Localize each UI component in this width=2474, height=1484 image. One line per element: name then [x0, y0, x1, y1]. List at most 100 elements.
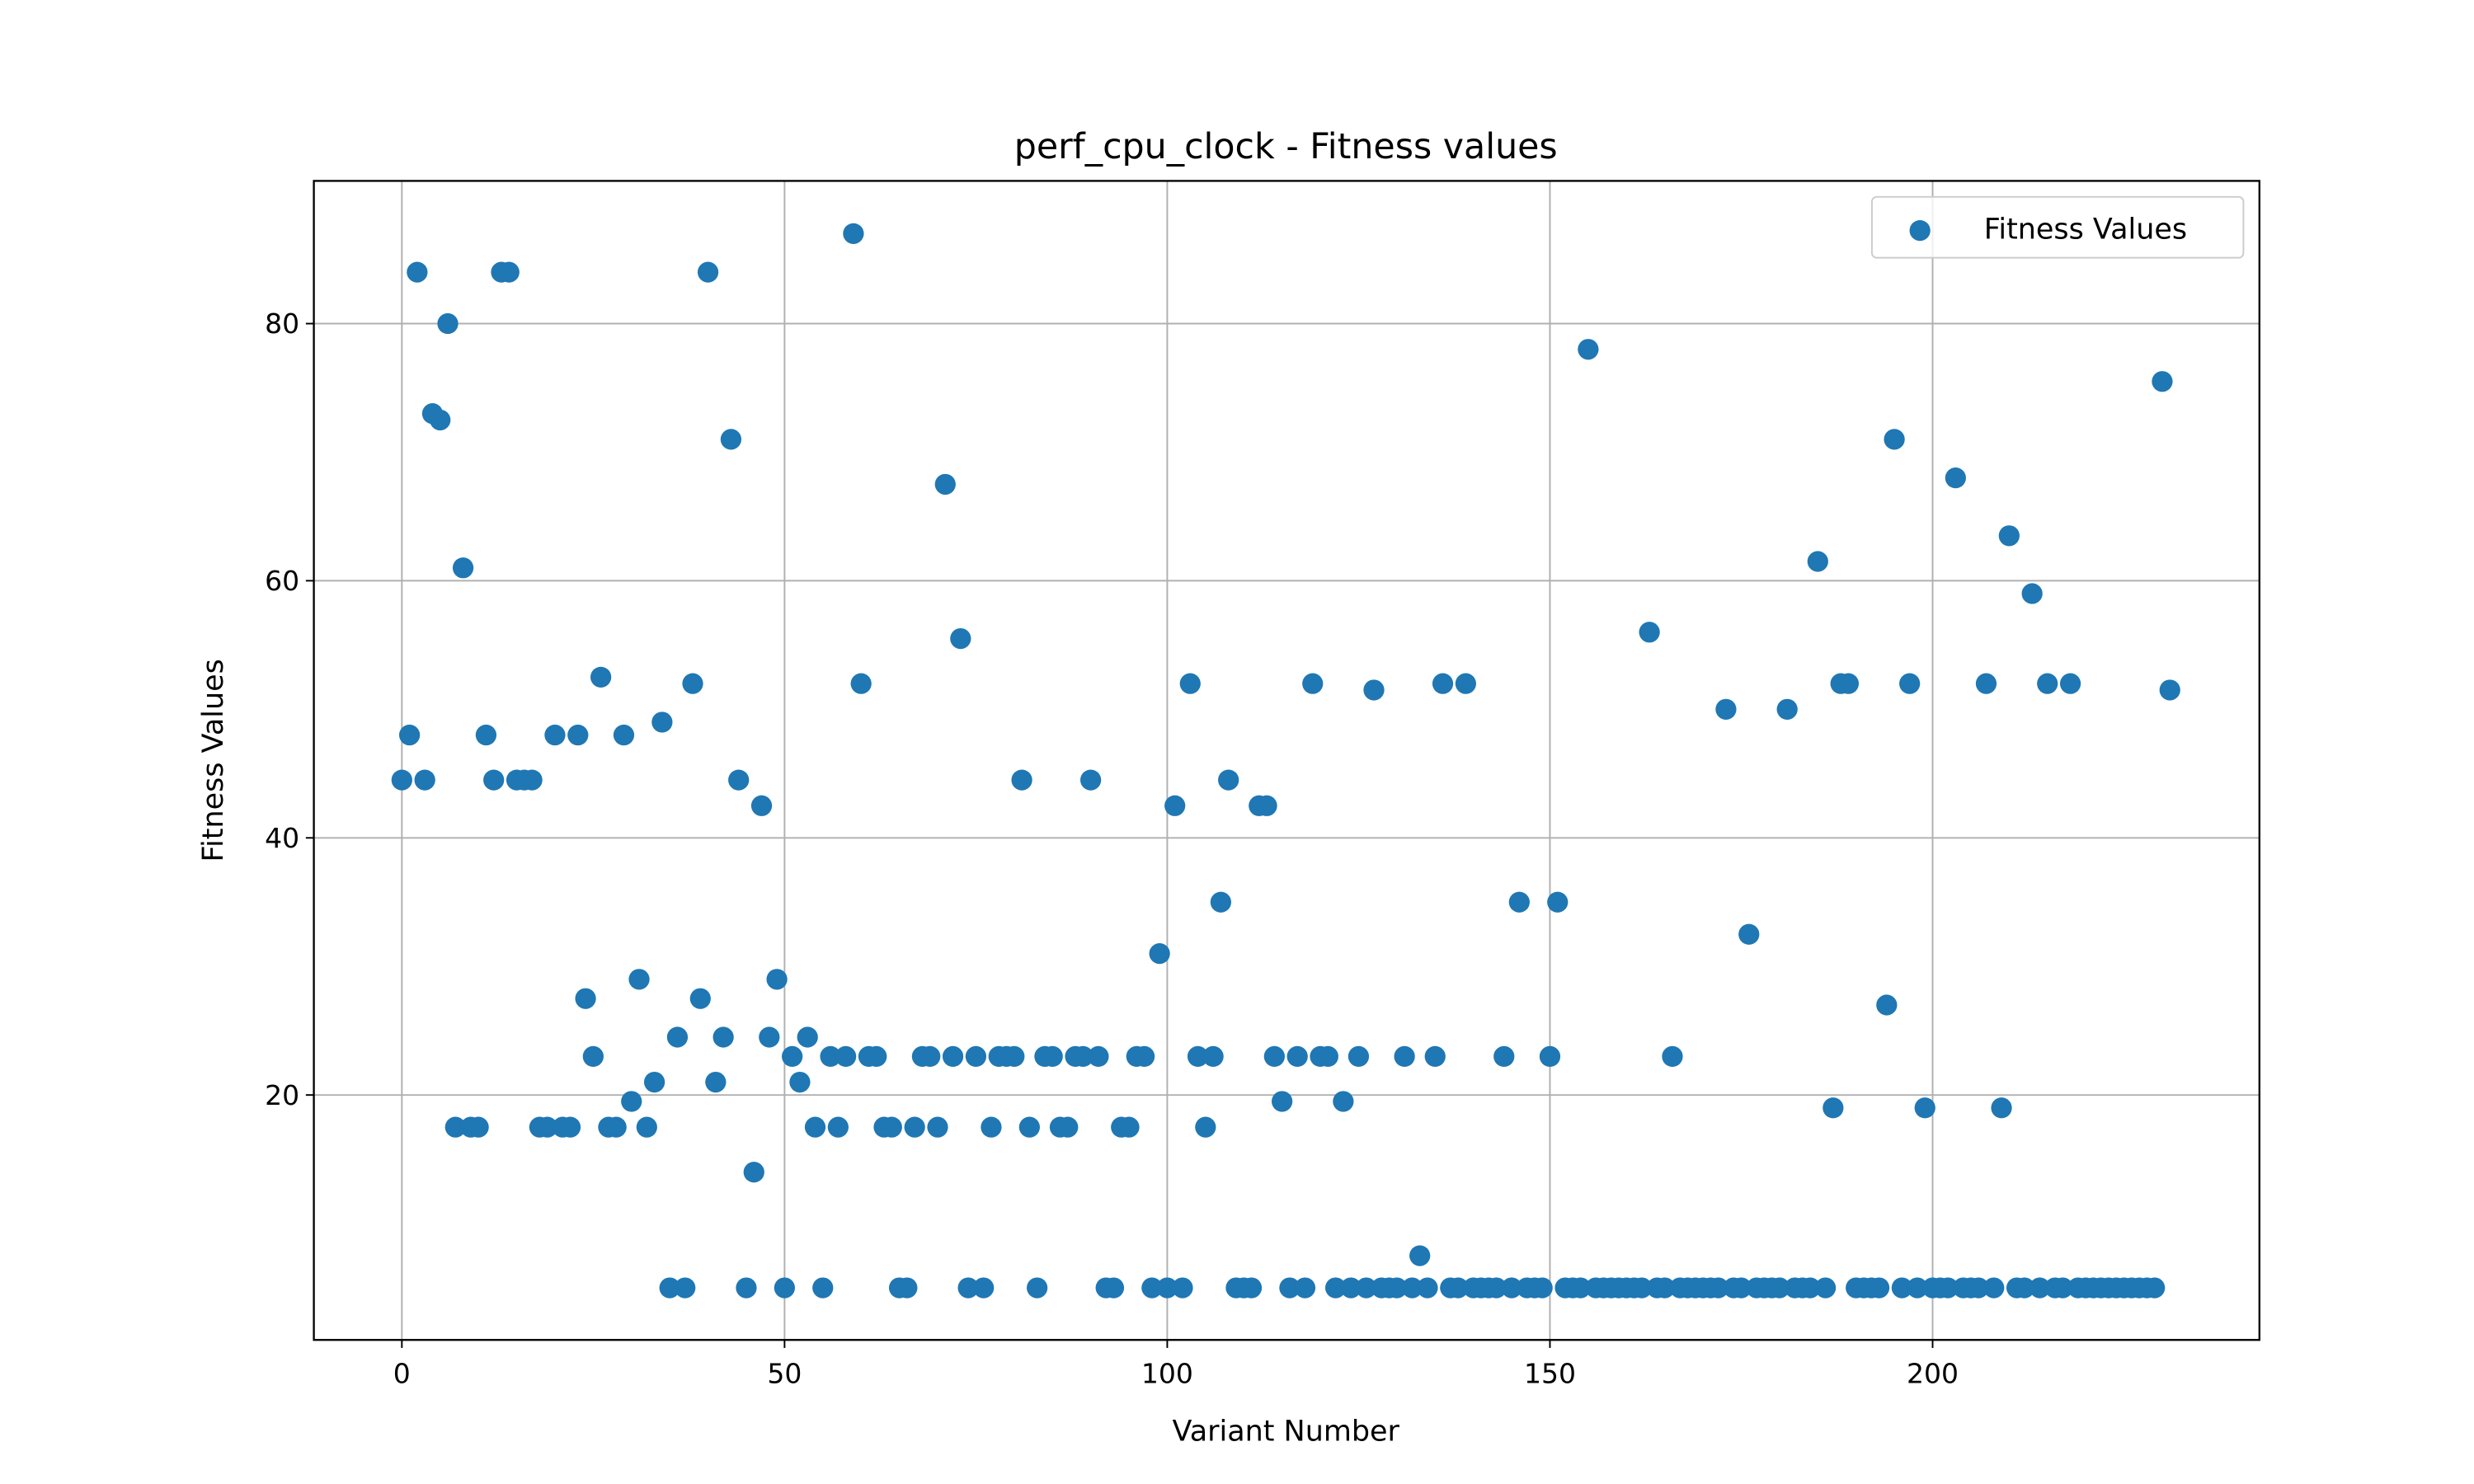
- point: [636, 1116, 657, 1138]
- point: [904, 1116, 925, 1138]
- point: [1531, 1277, 1553, 1298]
- point: [1455, 673, 1476, 694]
- point: [2059, 673, 2081, 694]
- point: [1654, 1277, 1676, 1298]
- y-tick-label: 80: [265, 308, 299, 340]
- point: [1907, 1277, 1928, 1298]
- point: [643, 1071, 666, 1093]
- x-tick-label: 200: [1907, 1358, 1959, 1390]
- point: [1286, 1045, 1308, 1068]
- point: [521, 769, 543, 791]
- point: [1348, 1045, 1370, 1068]
- point: [1547, 891, 1569, 913]
- point: [1187, 1045, 1209, 1068]
- plot-frame: [313, 180, 2260, 1341]
- point: [1156, 1277, 1178, 1298]
- point: [927, 1116, 948, 1138]
- point: [1057, 1116, 1079, 1138]
- point: [1975, 673, 1997, 694]
- point: [613, 724, 635, 746]
- point: [750, 795, 773, 816]
- point: [820, 1045, 841, 1068]
- point: [705, 1071, 727, 1093]
- y-tick-label: 40: [265, 822, 299, 854]
- point: [1179, 673, 1201, 694]
- point: [582, 1045, 604, 1068]
- point: [1210, 891, 1231, 913]
- x-tick-label: 50: [767, 1358, 802, 1390]
- point: [1891, 1277, 1913, 1298]
- point: [1272, 1091, 1293, 1112]
- point: [567, 724, 589, 746]
- point: [475, 724, 497, 746]
- point: [1218, 769, 1239, 791]
- point: [2037, 673, 2058, 694]
- point: [981, 1116, 1002, 1138]
- point: [835, 1045, 857, 1068]
- point: [774, 1277, 795, 1298]
- point: [896, 1277, 918, 1298]
- point: [1501, 1277, 1522, 1298]
- point: [537, 1116, 558, 1138]
- x-tick-label: 0: [393, 1358, 411, 1390]
- point: [1149, 943, 1170, 965]
- point: [1776, 698, 1798, 720]
- point: [1172, 1277, 1193, 1298]
- point: [2052, 1277, 2073, 1298]
- chart-title: perf_cpu_clock - Fitness values: [1014, 126, 1558, 167]
- point: [1769, 1277, 1790, 1298]
- point: [850, 673, 872, 694]
- point: [2021, 583, 2043, 604]
- point: [544, 724, 566, 746]
- point: [414, 769, 435, 791]
- point: [575, 988, 596, 1009]
- point: [659, 1277, 680, 1298]
- point: [942, 1045, 964, 1068]
- point: [759, 1026, 780, 1048]
- point: [1578, 339, 1599, 360]
- point: [1991, 1097, 2012, 1119]
- point: [1011, 769, 1032, 791]
- point: [1807, 551, 1828, 572]
- point: [437, 312, 459, 335]
- point: [398, 724, 421, 746]
- point: [1386, 1277, 1408, 1298]
- point: [1823, 1097, 1844, 1119]
- point: [881, 1116, 902, 1138]
- point: [973, 1277, 995, 1298]
- legend-label: Fitness Values: [1984, 213, 2187, 246]
- point: [1401, 1277, 1423, 1298]
- point: [2152, 371, 2173, 392]
- point: [920, 1045, 941, 1068]
- point: [1417, 1277, 1438, 1298]
- point: [1333, 1091, 1354, 1112]
- point: [1324, 1277, 1347, 1298]
- point: [407, 261, 428, 283]
- point: [1256, 795, 1277, 816]
- point: [1356, 1277, 1377, 1298]
- point: [682, 673, 703, 694]
- point: [1141, 1277, 1163, 1298]
- point: [797, 1026, 818, 1048]
- point: [1317, 1045, 1338, 1068]
- point: [1088, 1045, 1109, 1068]
- point: [590, 666, 612, 688]
- point: [1715, 698, 1737, 720]
- point: [2159, 679, 2180, 701]
- point: [1195, 1116, 1216, 1138]
- y-tick-label: 20: [265, 1079, 299, 1111]
- point: [789, 1071, 811, 1093]
- point: [1079, 769, 1102, 791]
- point: [1424, 1045, 1446, 1068]
- point: [1662, 1045, 1683, 1068]
- point: [1937, 1277, 1959, 1298]
- point: [1968, 1277, 1989, 1298]
- point: [651, 711, 673, 733]
- point: [1569, 1277, 1592, 1298]
- point: [720, 429, 742, 450]
- point: [713, 1026, 734, 1048]
- point: [430, 409, 451, 431]
- point: [1164, 795, 1186, 816]
- x-tick-label: 150: [1524, 1358, 1576, 1390]
- point: [1945, 467, 1966, 489]
